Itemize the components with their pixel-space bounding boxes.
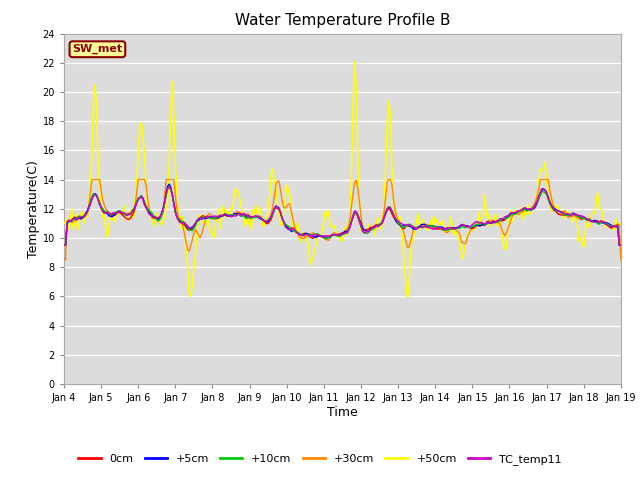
Title: Water Temperature Profile B: Water Temperature Profile B — [235, 13, 450, 28]
Text: SW_met: SW_met — [72, 44, 122, 54]
X-axis label: Time: Time — [327, 406, 358, 419]
Legend: 0cm, +5cm, +10cm, +30cm, +50cm, TC_temp11: 0cm, +5cm, +10cm, +30cm, +50cm, TC_temp1… — [74, 450, 566, 469]
Y-axis label: Temperature(C): Temperature(C) — [27, 160, 40, 258]
